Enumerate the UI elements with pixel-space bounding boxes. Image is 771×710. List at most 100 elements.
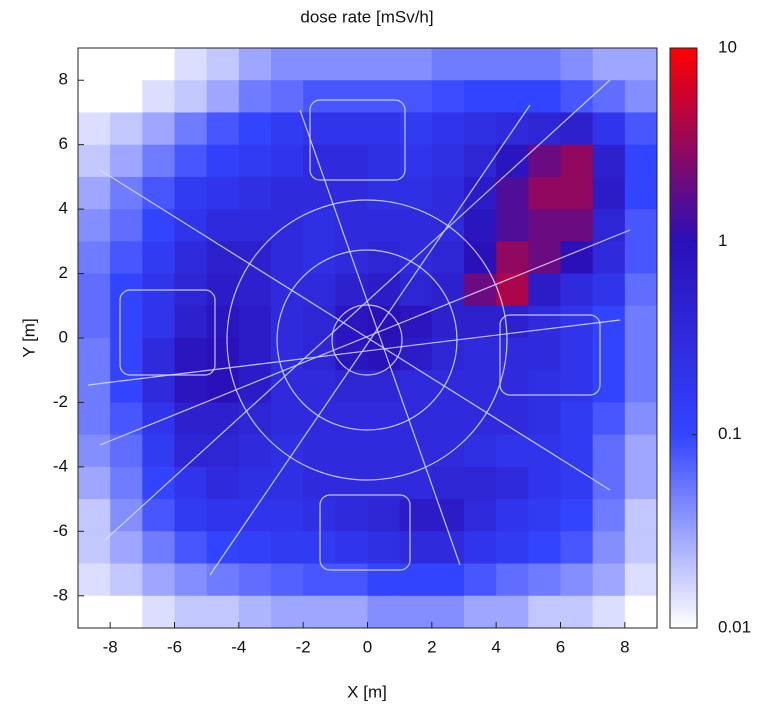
heatmap-cell xyxy=(142,144,175,178)
heatmap-cell xyxy=(335,499,368,532)
heatmap-cell xyxy=(431,370,465,403)
heatmap-cell xyxy=(624,466,658,500)
heatmap-cell xyxy=(206,595,240,629)
heatmap-cell xyxy=(238,273,272,307)
heatmap-cell xyxy=(592,466,626,500)
heatmap-cell xyxy=(206,48,240,81)
heatmap-cell xyxy=(560,563,594,597)
heatmap-cell xyxy=(624,370,658,403)
heatmap-cell xyxy=(464,176,497,210)
heatmap-cell xyxy=(367,338,401,371)
heatmap-cell xyxy=(528,499,561,532)
x-tick-label: 2 xyxy=(427,637,436,656)
heatmap-cell xyxy=(142,338,175,371)
heatmap-cell xyxy=(78,499,111,532)
heatmap-cell xyxy=(110,112,143,146)
heatmap-cell xyxy=(528,176,561,210)
heatmap-cell xyxy=(592,176,626,210)
heatmap-cell xyxy=(78,273,111,307)
heatmap-cell xyxy=(367,112,401,146)
heatmap-cell xyxy=(431,466,465,500)
heatmap-cell xyxy=(78,434,111,468)
heatmap-cell xyxy=(335,531,368,564)
heatmap-cell xyxy=(303,209,336,242)
y-tick-label: -6 xyxy=(53,521,68,540)
heatmap-cell xyxy=(560,112,594,146)
heatmap-cell xyxy=(303,595,336,629)
beamline-drawing xyxy=(87,79,631,576)
heatmap-cell xyxy=(624,305,658,339)
heatmap-cell xyxy=(206,305,240,339)
colorbar-tick-label: 10 xyxy=(718,37,737,56)
heatmap-cell xyxy=(303,434,336,468)
heatmap-cell xyxy=(399,273,433,307)
heatmap-cell xyxy=(206,563,240,597)
colorbar-tick-label: 0.01 xyxy=(718,617,751,636)
y-tick-label: -8 xyxy=(53,585,68,604)
heatmap-cell xyxy=(271,273,304,307)
heatmap-cell xyxy=(464,595,497,629)
heatmap-cell xyxy=(367,563,401,597)
heatmap-cell xyxy=(560,209,594,242)
heatmap-cell xyxy=(431,80,465,113)
heatmap-cell xyxy=(560,531,594,564)
heatmap-cell xyxy=(496,434,529,468)
heatmap-cell xyxy=(206,402,240,436)
heatmap-cell xyxy=(624,112,658,146)
x-tick-label: 0 xyxy=(363,637,372,656)
x-tick-label: 6 xyxy=(556,637,565,656)
heatmap-cell xyxy=(174,305,208,339)
heatmap-cell xyxy=(592,338,626,371)
heatmap-cell xyxy=(560,176,594,210)
heatmap-cell xyxy=(78,402,111,436)
heatmap-cell xyxy=(592,531,626,564)
heatmap-cell xyxy=(528,434,561,468)
heatmap-cell xyxy=(496,402,529,436)
heatmap-cell xyxy=(560,370,594,403)
heatmap-cell xyxy=(110,595,143,629)
colorbar xyxy=(669,47,698,629)
heatmap-cell xyxy=(206,176,240,210)
heatmap-cell xyxy=(624,176,658,210)
heatmap-cell xyxy=(592,595,626,629)
heatmap-cell xyxy=(110,434,143,468)
heatmap-cell xyxy=(271,144,304,178)
heatmap-cell xyxy=(367,595,401,629)
heatmap-cell xyxy=(110,531,143,564)
heatmap-cell xyxy=(496,209,529,242)
heatmap-cell xyxy=(399,338,433,371)
heatmap-cell xyxy=(528,531,561,564)
heatmap-cell xyxy=(271,80,304,113)
heatmap-cell xyxy=(496,563,529,597)
heatmap-cell xyxy=(206,499,240,532)
colorbar-tick-label: 1 xyxy=(718,231,727,250)
heatmap-cell xyxy=(142,531,175,564)
heatmap-cell xyxy=(464,112,497,146)
heatmap-cell xyxy=(464,338,497,371)
heatmap-cell xyxy=(110,563,143,597)
heatmap-cell xyxy=(271,595,304,629)
heatmap-cell xyxy=(367,176,401,210)
heatmap-cell xyxy=(271,176,304,210)
heatmap-cell xyxy=(624,499,658,532)
heatmap-cell xyxy=(78,144,111,178)
heatmap-cell xyxy=(528,209,561,242)
heatmap-cell xyxy=(367,241,401,274)
y-axis-label: Y [m] xyxy=(19,318,38,357)
y-tick-label: -2 xyxy=(53,392,68,411)
heatmap-cell xyxy=(431,402,465,436)
heatmap-cell xyxy=(592,241,626,274)
heatmap-cell xyxy=(335,273,368,307)
x-tick-label: 8 xyxy=(620,637,629,656)
heatmap-cell xyxy=(367,80,401,113)
heatmap-cell xyxy=(174,112,208,146)
heatmap-cell xyxy=(174,144,208,178)
heatmap-cell xyxy=(528,402,561,436)
heatmap-cell xyxy=(206,209,240,242)
heatmap-cell xyxy=(238,144,272,178)
heatmap-cell xyxy=(206,338,240,371)
heatmap-cell xyxy=(399,531,433,564)
heatmap-cell xyxy=(174,48,208,81)
heatmap-cell xyxy=(110,48,143,81)
heatmap-cell xyxy=(271,112,304,146)
